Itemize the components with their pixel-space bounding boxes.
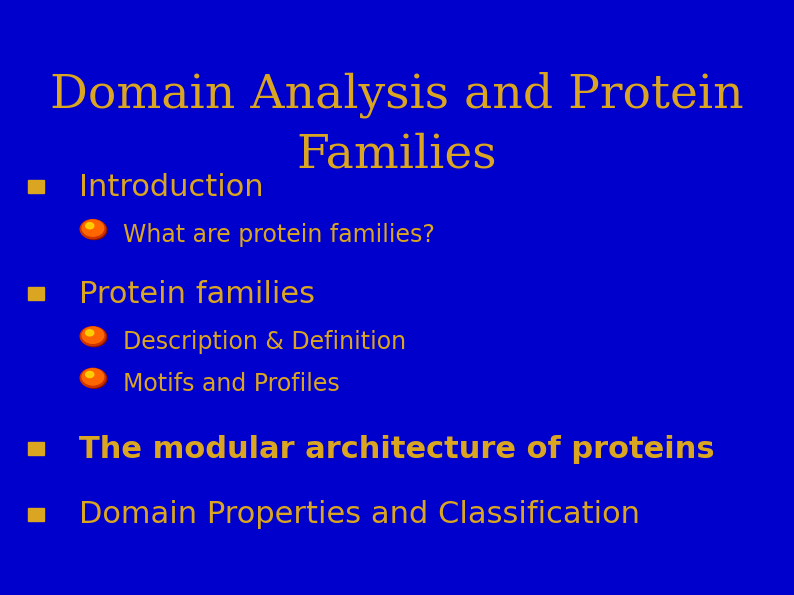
Circle shape [86, 371, 94, 378]
Circle shape [82, 369, 107, 389]
Bar [28, 508, 44, 521]
Text: What are protein families?: What are protein families? [123, 223, 435, 247]
Text: Description & Definition: Description & Definition [123, 330, 407, 354]
Bar [28, 287, 44, 300]
Circle shape [80, 327, 106, 346]
Circle shape [82, 220, 104, 236]
Circle shape [86, 223, 94, 229]
Bar [28, 442, 44, 455]
Text: Introduction: Introduction [79, 173, 264, 202]
Text: The modular architecture of proteins: The modular architecture of proteins [79, 435, 715, 464]
Circle shape [82, 327, 104, 343]
Circle shape [82, 369, 104, 385]
Circle shape [82, 328, 107, 347]
Bar [28, 180, 44, 193]
Circle shape [80, 220, 106, 239]
Text: Motifs and Profiles: Motifs and Profiles [123, 372, 340, 396]
Text: Domain Analysis and Protein
Families: Domain Analysis and Protein Families [50, 71, 744, 177]
Text: Protein families: Protein families [79, 280, 315, 309]
Circle shape [80, 368, 106, 387]
Text: Domain Properties and Classification: Domain Properties and Classification [79, 500, 641, 529]
Circle shape [86, 330, 94, 336]
Circle shape [82, 221, 107, 240]
